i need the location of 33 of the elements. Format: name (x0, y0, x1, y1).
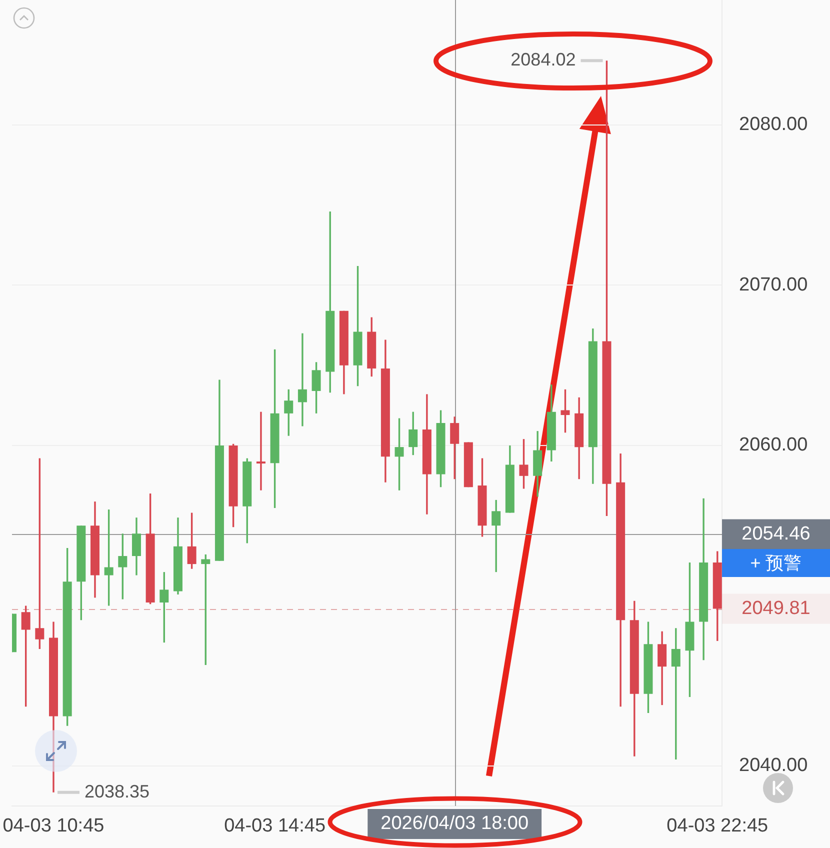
candlestick (658, 630, 667, 706)
candlestick (519, 438, 528, 490)
candlestick (201, 554, 210, 666)
candlestick (104, 508, 114, 607)
candlestick (298, 332, 307, 428)
y-tick-label: 2080.00 (739, 114, 808, 136)
candlestick (408, 410, 418, 456)
x-tick-label: 04-03 22:45 (666, 816, 768, 837)
y-tick-label: 2070.00 (739, 274, 808, 296)
annotation: 2084.02 (510, 50, 576, 70)
candlestick (284, 388, 294, 437)
ref-line-label: 2054.46 (742, 523, 810, 544)
candlestick (560, 388, 570, 434)
candlestick (450, 416, 460, 480)
y-tick-label: 2040.00 (739, 755, 808, 776)
candlestick (35, 457, 44, 650)
ref-line-label: 2049.81 (742, 598, 810, 619)
annotation: 2038.35 (84, 781, 150, 802)
candlestick (118, 532, 128, 600)
candlestick (671, 627, 680, 760)
candlestick (312, 361, 321, 414)
x-tick-label: 04-03 14:45 (224, 816, 326, 837)
alert-button: + 预警 (722, 549, 830, 578)
candlestick (160, 571, 169, 644)
candlestick (132, 516, 141, 576)
candlestick (256, 410, 266, 492)
candlestick (187, 512, 196, 570)
candlestick (394, 417, 404, 492)
ref-line-label: 2026/04/03 18:00 (380, 813, 529, 834)
candlestick (21, 604, 30, 708)
x-tick-label: 04-03 10:45 (2, 816, 104, 837)
y-tick-label: 2060.00 (739, 434, 808, 456)
candlestick (492, 499, 501, 573)
